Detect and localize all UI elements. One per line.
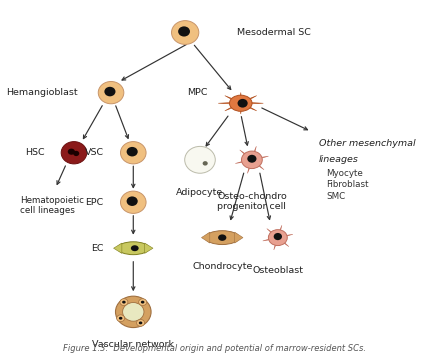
Text: Vascular network: Vascular network — [92, 340, 174, 349]
Ellipse shape — [178, 26, 190, 37]
Polygon shape — [277, 225, 282, 238]
Ellipse shape — [238, 99, 248, 108]
Polygon shape — [267, 229, 278, 238]
Ellipse shape — [230, 95, 252, 111]
Text: Figure 1.3.  Developmental origin and potential of marrow-resident SCs.: Figure 1.3. Developmental origin and pot… — [63, 344, 366, 353]
Text: VSC: VSC — [85, 148, 104, 157]
Polygon shape — [247, 159, 253, 173]
Text: EC: EC — [91, 244, 104, 253]
Ellipse shape — [241, 151, 262, 169]
Polygon shape — [263, 237, 278, 241]
Polygon shape — [251, 159, 264, 170]
Ellipse shape — [247, 155, 256, 163]
Ellipse shape — [118, 242, 149, 255]
Ellipse shape — [274, 233, 282, 240]
Text: Adipocyte: Adipocyte — [176, 188, 224, 197]
Polygon shape — [201, 232, 210, 243]
Text: Myocyte: Myocyte — [326, 169, 363, 178]
Polygon shape — [235, 159, 252, 163]
Text: Hemangioblast: Hemangioblast — [6, 88, 78, 97]
Ellipse shape — [121, 191, 146, 213]
Polygon shape — [240, 103, 242, 114]
Polygon shape — [274, 237, 279, 250]
Polygon shape — [240, 150, 253, 160]
Ellipse shape — [268, 230, 287, 246]
Polygon shape — [218, 102, 241, 104]
Polygon shape — [240, 102, 257, 111]
Polygon shape — [251, 146, 256, 160]
Ellipse shape — [141, 301, 145, 304]
Ellipse shape — [136, 320, 145, 326]
Polygon shape — [240, 93, 242, 103]
Ellipse shape — [61, 142, 87, 164]
Text: Osteo-chondro
progenitor cell: Osteo-chondro progenitor cell — [217, 192, 287, 211]
Polygon shape — [144, 243, 153, 253]
Text: MPC: MPC — [187, 88, 207, 97]
Ellipse shape — [131, 245, 139, 251]
Ellipse shape — [122, 301, 126, 304]
Text: Other mesenchymal: Other mesenchymal — [319, 138, 415, 148]
Ellipse shape — [73, 151, 79, 156]
Text: HSC: HSC — [25, 148, 44, 157]
Ellipse shape — [206, 231, 239, 245]
Text: Fibroblast: Fibroblast — [326, 180, 368, 189]
Polygon shape — [241, 102, 264, 104]
Polygon shape — [240, 95, 257, 104]
Ellipse shape — [127, 147, 138, 157]
Ellipse shape — [105, 87, 116, 96]
Polygon shape — [225, 102, 242, 111]
Ellipse shape — [127, 196, 138, 206]
Ellipse shape — [98, 82, 124, 104]
Ellipse shape — [116, 296, 151, 328]
Text: Chondrocyte: Chondrocyte — [192, 262, 252, 271]
Text: Osteoblast: Osteoblast — [252, 266, 303, 275]
Polygon shape — [225, 95, 242, 104]
Ellipse shape — [116, 315, 125, 322]
Text: EPC: EPC — [85, 198, 104, 207]
Ellipse shape — [121, 142, 146, 164]
Ellipse shape — [120, 299, 128, 306]
Ellipse shape — [185, 146, 215, 173]
Ellipse shape — [139, 299, 147, 306]
Ellipse shape — [122, 302, 144, 321]
Polygon shape — [235, 232, 243, 243]
Polygon shape — [113, 243, 122, 253]
Ellipse shape — [203, 161, 208, 165]
Polygon shape — [277, 237, 289, 247]
Text: Hematopoietic
cell lineages: Hematopoietic cell lineages — [20, 196, 84, 215]
Ellipse shape — [139, 322, 142, 324]
Ellipse shape — [68, 149, 75, 155]
Ellipse shape — [172, 21, 199, 44]
Text: lineages: lineages — [319, 154, 358, 164]
Ellipse shape — [119, 317, 122, 320]
Polygon shape — [278, 234, 293, 239]
Polygon shape — [252, 156, 269, 161]
Text: SMC: SMC — [326, 192, 345, 201]
Text: Mesodermal SC: Mesodermal SC — [237, 28, 311, 37]
Ellipse shape — [218, 234, 227, 241]
